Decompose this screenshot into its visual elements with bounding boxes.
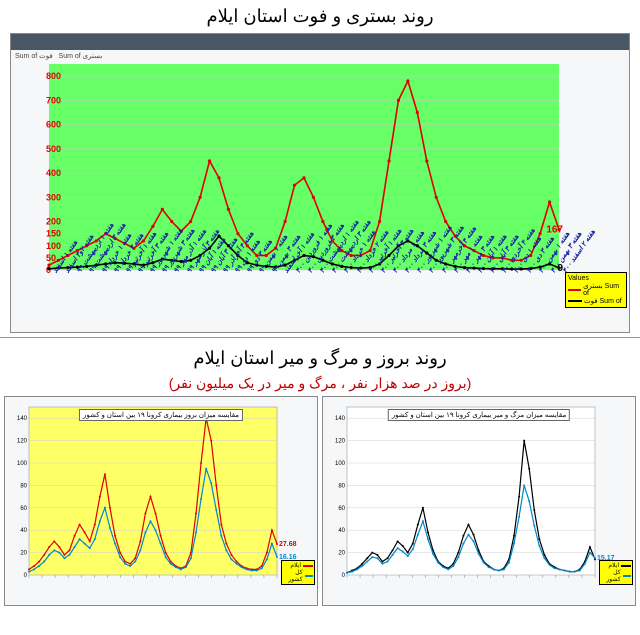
main-x-labels: هفته ۱ اسفندهفته ۲و۳ اسفندهفته ۱ اردیبهش… [51, 270, 559, 330]
svg-text:100: 100 [335, 461, 346, 467]
svg-text:300: 300 [46, 192, 61, 202]
svg-text:200: 200 [46, 217, 61, 227]
svg-text:100: 100 [46, 241, 61, 251]
svg-text:40: 40 [20, 528, 27, 534]
mini-left-legend: ایلام کل کشور [281, 560, 315, 585]
svg-text:120: 120 [335, 439, 346, 445]
svg-text:27.68: 27.68 [279, 541, 297, 548]
svg-text:400: 400 [46, 168, 61, 178]
svg-text:150: 150 [46, 229, 61, 239]
bottom-row: 02040608010012014027.6816.16 مقایسه میزا… [0, 396, 640, 606]
mini-right: 02040608010012014015.17 مقایسه میزان مرگ… [322, 396, 636, 606]
svg-text:0: 0 [342, 573, 346, 579]
svg-text:20: 20 [338, 551, 345, 557]
svg-text:120: 120 [17, 439, 28, 445]
svg-text:40: 40 [338, 528, 345, 534]
mini-left-svg: 02040608010012014027.6816.16 [5, 397, 317, 605]
svg-text:80: 80 [20, 483, 27, 489]
divider [0, 337, 640, 338]
svg-text:80: 80 [338, 483, 345, 489]
svg-text:140: 140 [335, 416, 346, 422]
svg-text:0: 0 [24, 573, 28, 579]
svg-text:100: 100 [17, 461, 28, 467]
svg-text:700: 700 [46, 95, 61, 105]
mini-right-title: مقایسه میزان مرگ و میر بیماری کرونا ۱۹ ب… [388, 409, 570, 421]
svg-text:600: 600 [46, 120, 61, 130]
mini-left: 02040608010012014027.6816.16 مقایسه میزا… [4, 396, 318, 606]
svg-text:20: 20 [20, 551, 27, 557]
top-title: روند بستری و فوت استان ایلام [0, 0, 640, 33]
mini-right-svg: 02040608010012014015.17 [323, 397, 635, 605]
svg-text:800: 800 [46, 71, 61, 81]
bottom-title: روند بروز و مرگ و میر استان ایلام [0, 342, 640, 375]
main-chart: Sum of فوت Sum of بستری 0501001502003004… [10, 33, 630, 333]
main-toolbar [11, 34, 629, 50]
bottom-subtitle: (بروز در صد هزار نفر ، مرگ و میر در یک م… [0, 375, 640, 396]
svg-text:140: 140 [17, 416, 28, 422]
main-side-labels: Sum of فوت Sum of بستری [15, 52, 102, 60]
svg-text:50: 50 [46, 253, 56, 263]
svg-text:500: 500 [46, 144, 61, 154]
mini-right-legend: ایلام کل کشور [599, 560, 633, 585]
svg-text:60: 60 [338, 506, 345, 512]
main-legend: Values بستری Sum of فوت Sum of [565, 272, 627, 308]
svg-text:60: 60 [20, 506, 27, 512]
mini-left-title: مقایسه میزان بروز بیماری کرونا ۱۹ بین اس… [79, 409, 243, 421]
